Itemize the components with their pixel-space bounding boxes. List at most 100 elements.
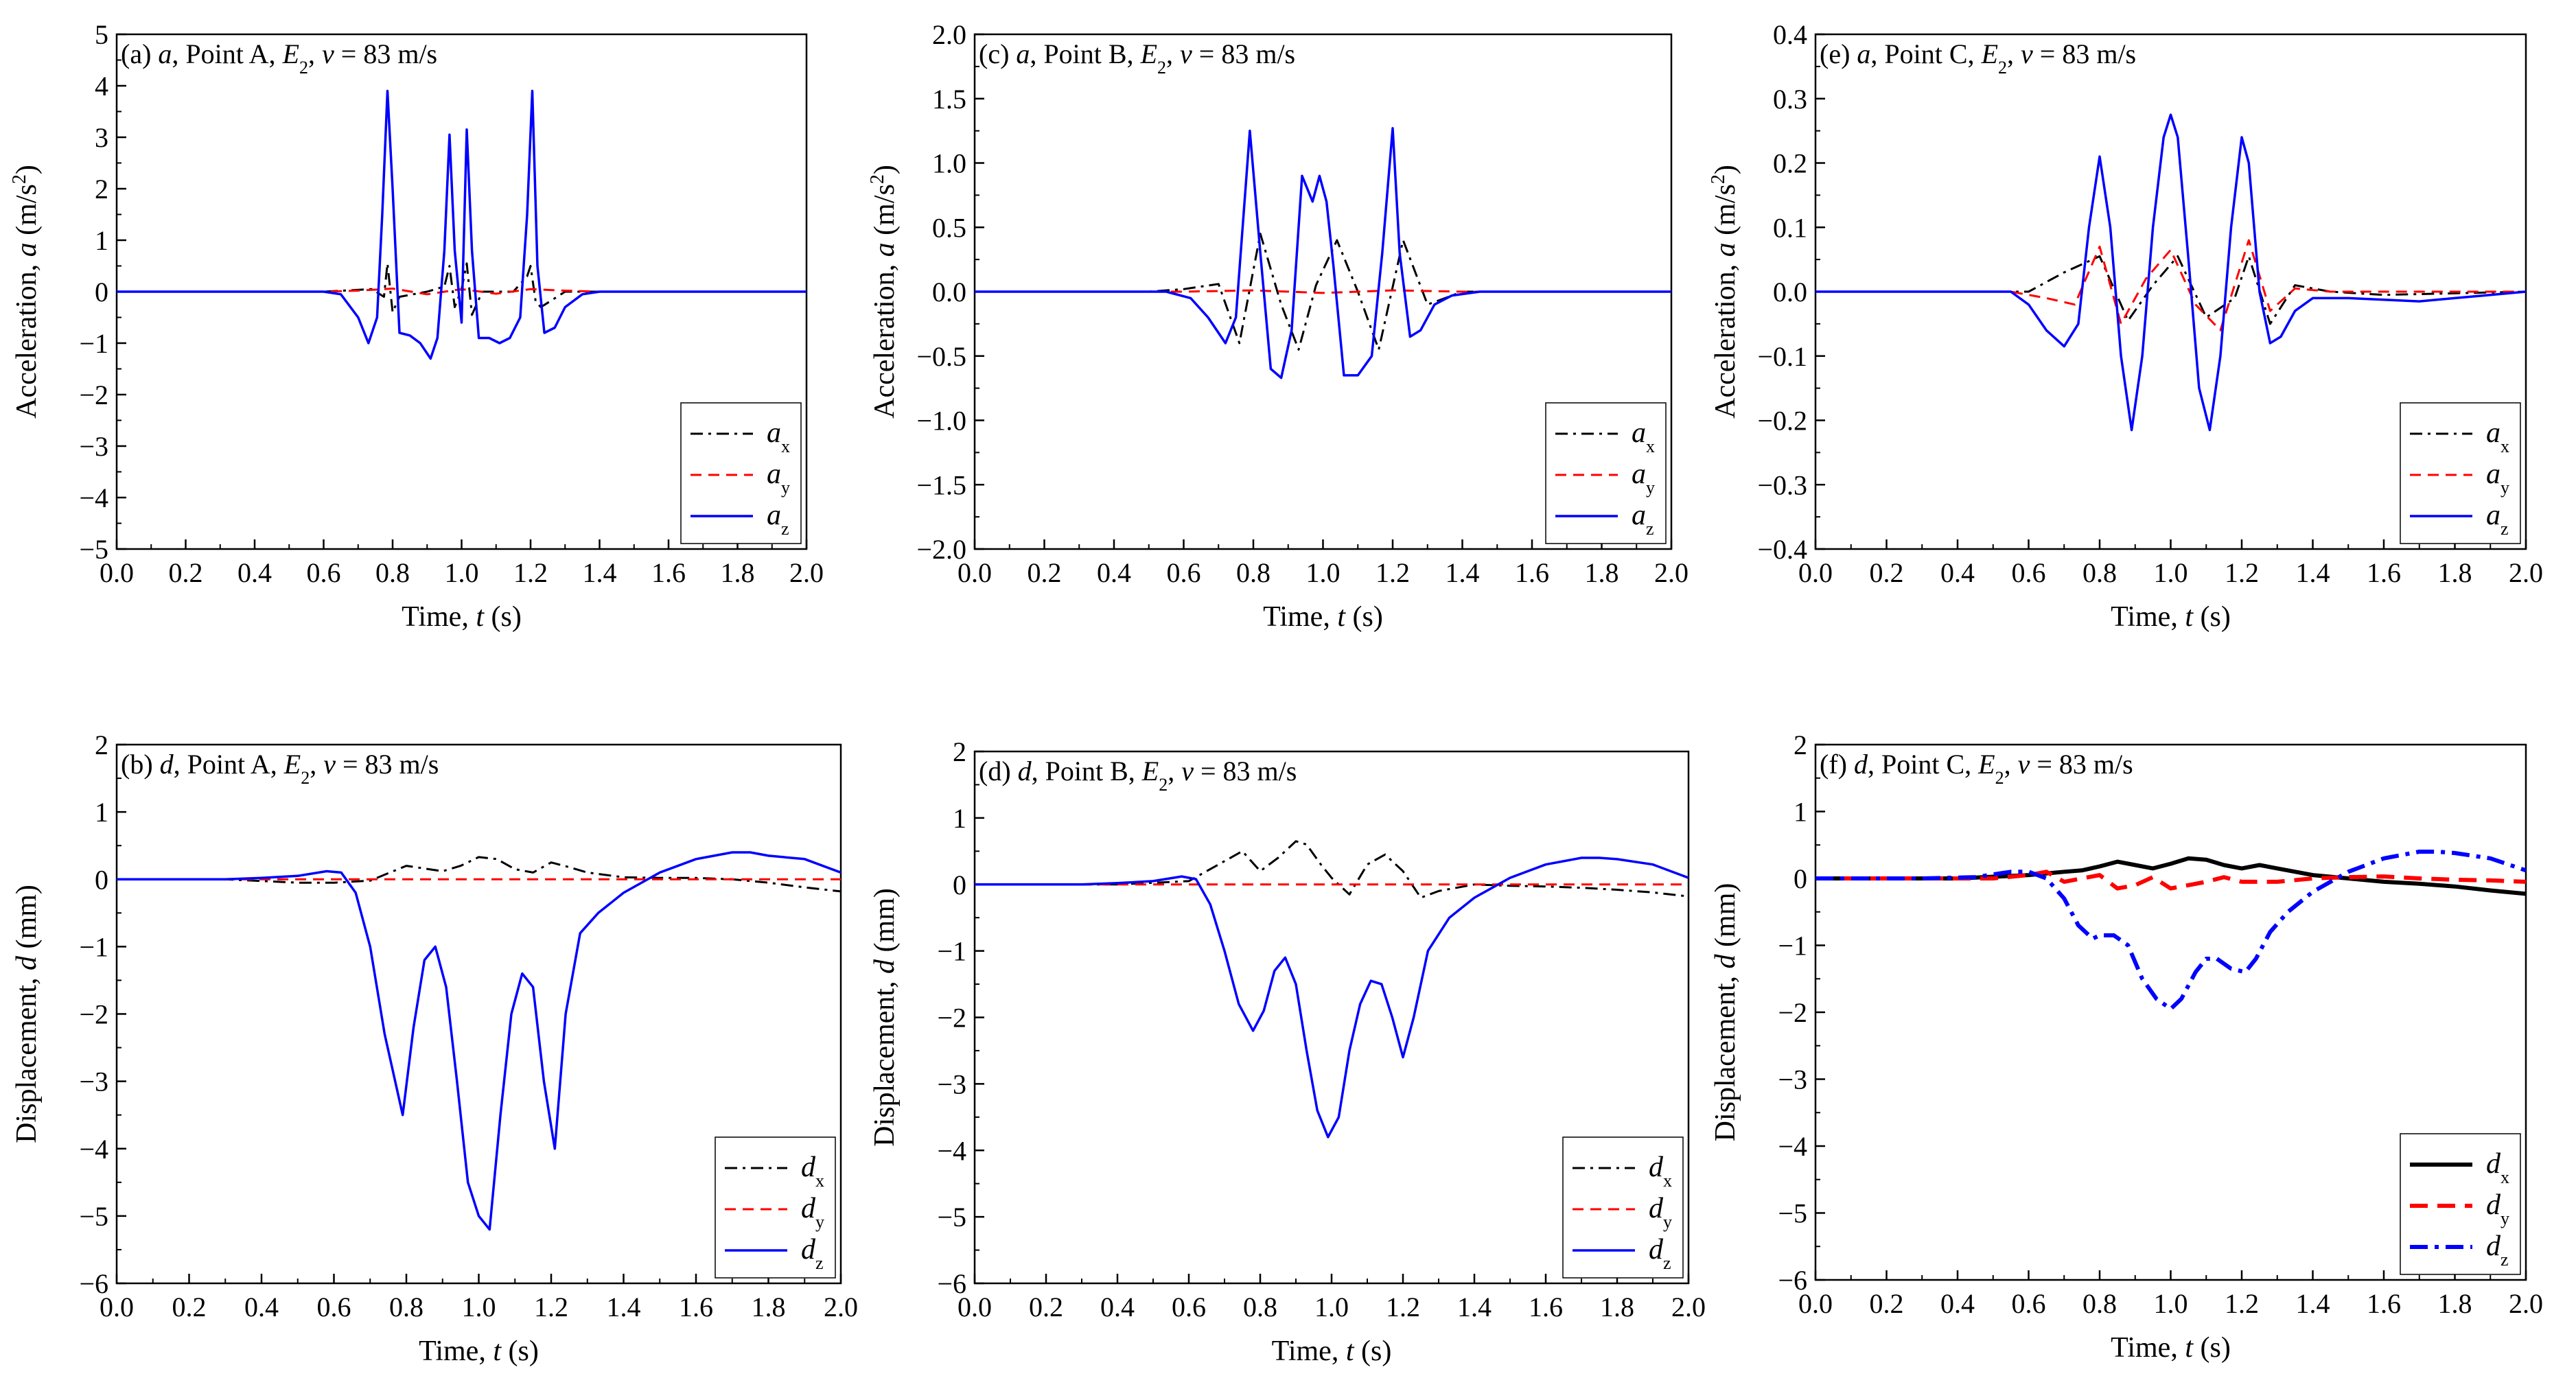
y-tick-label: −0.2 (1757, 406, 1807, 436)
legend-label-az: az (2486, 500, 2509, 539)
legend-label-ay: ay (767, 458, 790, 498)
x-tick-label: 0.4 (1097, 557, 1131, 588)
x-tick-label: 0.0 (958, 1292, 992, 1322)
y-tick-label: 4 (95, 71, 108, 102)
y-tick-label: −4 (937, 1135, 966, 1166)
y-tick-label: −1 (937, 936, 966, 967)
y-tick-label: −0.1 (1757, 341, 1807, 372)
x-tick-label: 0.4 (237, 557, 272, 588)
y-tick-label: 0.1 (1773, 212, 1807, 243)
x-tick-label: 1.0 (445, 557, 479, 588)
y-tick-label: −5 (937, 1202, 966, 1233)
y-tick-label: −6 (1778, 1265, 1807, 1296)
y-tick-label: −3 (1778, 1064, 1807, 1095)
x-tick-label: 1.0 (1314, 1292, 1349, 1322)
y-tick-label: −1 (79, 328, 108, 359)
y-tick-label: 0.2 (1773, 148, 1807, 179)
y-tick-label: −0.4 (1757, 534, 1807, 565)
y-tick-label: −5 (1778, 1198, 1807, 1229)
x-tick-label: 0.0 (1798, 1288, 1833, 1319)
series-line-az (1815, 113, 2526, 432)
panel-title: (f) d, Point C, E2, v = 83 m/s (1820, 749, 2133, 788)
y-tick-label: 1 (95, 797, 108, 828)
x-tick-label: 1.8 (721, 557, 755, 588)
y-axis-label: Displacement, d (mm) (11, 885, 43, 1143)
y-tick-label: −5 (79, 1201, 108, 1232)
x-axis-label: Time, t (s) (419, 1335, 539, 1367)
y-tick-label: 5 (95, 19, 108, 50)
x-tick-label: 0.2 (1870, 1288, 1904, 1319)
legend-label-dz: dz (1649, 1234, 1671, 1273)
x-tick-label: 1.8 (752, 1292, 786, 1322)
x-tick-label: 1.2 (1386, 1292, 1420, 1322)
legend-label-dx: dx (801, 1152, 824, 1191)
legend-box (715, 1136, 836, 1279)
x-tick-label: 1.4 (2296, 1288, 2330, 1319)
x-tick-label: 1.4 (1446, 557, 1480, 588)
y-tick-label: 1 (95, 225, 108, 256)
x-tick-label: 1.4 (2296, 557, 2330, 588)
x-tick-label: 0.4 (1100, 1292, 1135, 1322)
x-tick-label: 1.2 (2225, 557, 2259, 588)
legend-box (1545, 402, 1667, 544)
series-line-ax (1815, 255, 2526, 325)
x-tick-label: 1.2 (513, 557, 548, 588)
x-tick-label: 0.6 (307, 557, 341, 588)
y-tick-label: 3 (95, 122, 108, 153)
y-tick-label: 0.4 (1773, 19, 1807, 50)
panel-title: (b) d, Point A, E2, v = 83 m/s (121, 749, 439, 788)
legend-label-az: az (1632, 500, 1654, 539)
x-tick-label: 1.2 (1376, 557, 1410, 588)
x-tick-label: 0.0 (958, 557, 992, 588)
x-tick-label: 2.0 (2509, 1288, 2543, 1319)
y-tick-label: −1.5 (916, 469, 966, 500)
panel-e: 0.0 0.2 0.4 0.6 0.8 1.0 1.2 1.4 1.6 1.8 2.0 −0.4 −0.… (1708, 19, 2544, 633)
y-tick-label: −5 (79, 534, 108, 565)
x-tick-label: 1.8 (1585, 557, 1619, 588)
y-tick-label: −1 (79, 931, 108, 962)
y-axis-label: Acceleration, a (m/s2) (867, 165, 901, 419)
x-tick-label: 0.2 (1870, 557, 1904, 588)
series-line-dx (975, 840, 1689, 899)
legend-label-dx: dx (1649, 1152, 1672, 1191)
x-axis-label: Time, t (s) (2111, 1332, 2231, 1364)
x-tick-label: 1.0 (1306, 557, 1341, 588)
y-tick-label: −2 (79, 380, 108, 410)
x-tick-label: 1.8 (2438, 557, 2472, 588)
legend-box (680, 402, 802, 544)
x-tick-label: 0.8 (375, 557, 410, 588)
legend-label-dz: dz (2486, 1230, 2509, 1270)
x-tick-label: 0.4 (1940, 557, 1975, 588)
legend-label-dx: dx (2486, 1148, 2509, 1187)
x-tick-label: 0.4 (244, 1292, 279, 1322)
series-line-dz (1815, 850, 2526, 1012)
panel-c: 0.0 0.2 0.4 0.6 0.8 1.0 1.2 1.4 1.6 1.8 2.0 −2.0 −1.… (867, 19, 1689, 633)
x-tick-label: 1.8 (1600, 1292, 1634, 1322)
y-tick-label: 0 (95, 864, 108, 895)
panel-title: (a) a, Point A, E2, v = 83 m/s (121, 38, 437, 78)
y-tick-label: 0 (95, 277, 108, 307)
x-tick-label: 0.2 (172, 1292, 207, 1322)
legend-label-ay: ay (1632, 458, 1655, 498)
y-tick-label: 2 (1794, 730, 1807, 760)
y-tick-label: 2 (953, 736, 966, 767)
panel-title: (e) a, Point C, E2, v = 83 m/s (1820, 38, 2136, 78)
x-tick-label: 1.2 (534, 1292, 568, 1322)
x-tick-label: 1.6 (1529, 1292, 1563, 1322)
y-tick-label: 0.0 (1773, 277, 1807, 307)
y-tick-label: −6 (937, 1268, 966, 1299)
x-tick-label: 1.0 (462, 1292, 496, 1322)
x-tick-label: 0.4 (1940, 1288, 1975, 1319)
x-tick-label: 2.0 (2509, 557, 2543, 588)
y-tick-label: 2 (95, 730, 108, 760)
x-tick-label: 2.0 (789, 557, 824, 588)
x-tick-label: 0.8 (1236, 557, 1270, 588)
y-tick-label: −0.5 (916, 341, 966, 372)
x-tick-label: 0.2 (1029, 1292, 1063, 1322)
x-axis-label: Time, t (s) (1263, 601, 1383, 633)
x-tick-label: 1.6 (651, 557, 686, 588)
x-tick-label: 1.6 (1515, 557, 1549, 588)
legend-label-ax: ax (767, 417, 790, 456)
